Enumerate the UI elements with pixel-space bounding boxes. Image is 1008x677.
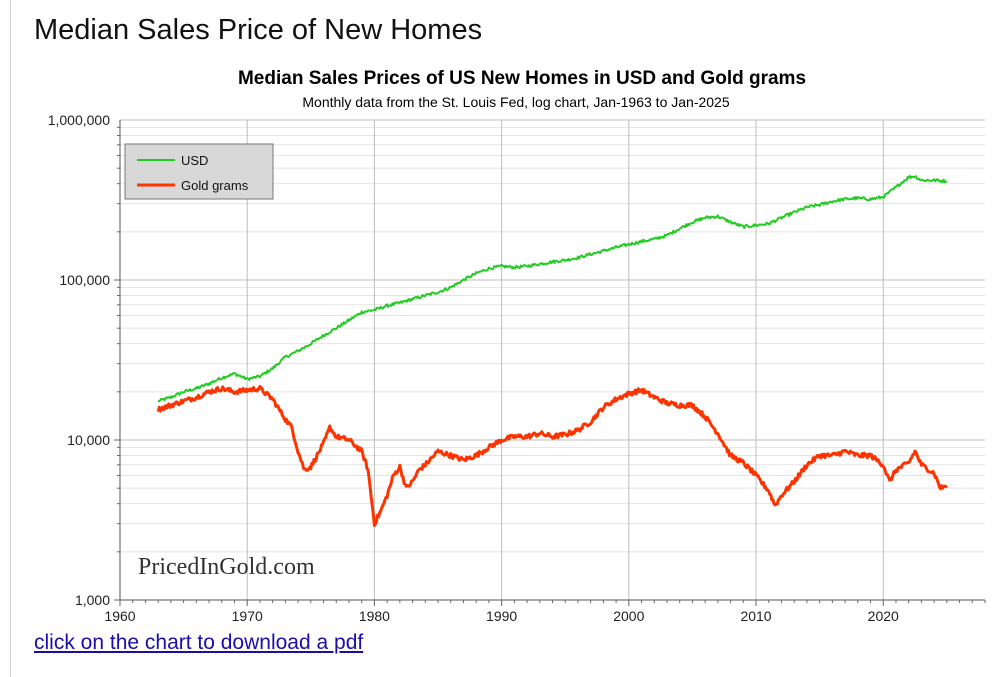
- y-tick-label: 1,000,000: [48, 112, 110, 128]
- legend: USD Gold grams: [124, 143, 274, 200]
- watermark-text: PricedInGold.com: [138, 554, 315, 580]
- series-line-usd: [157, 174, 948, 403]
- y-tick-label: 10,000: [67, 432, 110, 448]
- x-tick-label: 2020: [868, 608, 899, 624]
- page-heading: Median Sales Price of New Homes: [34, 14, 483, 46]
- x-tick-label: 1970: [232, 608, 263, 624]
- legend-box: [124, 143, 274, 200]
- chart-container[interactable]: 1,000 10,000 100,000 1,000,000 1960 1970 1980 1…: [0, 58, 1008, 633]
- left-border-rule: [10, 0, 11, 677]
- x-tick-label: 1980: [359, 608, 390, 624]
- chart-subtitle: Monthly data from the St. Louis Fed, log…: [302, 94, 729, 110]
- series-line-gold-grams: [156, 384, 948, 528]
- legend-label: USD: [181, 153, 208, 168]
- x-tick-label: 1960: [104, 608, 135, 624]
- y-tick-label: 1,000: [75, 592, 110, 608]
- tick-labels: 1,000 10,000 100,000 1,000,000 1960 1970 1980 1…: [48, 112, 899, 624]
- grid-major: [119, 119, 985, 601]
- price-chart[interactable]: 1,000 10,000 100,000 1,000,000 1960 1970 1980 1…: [0, 58, 1008, 633]
- legend-label: Gold grams: [181, 178, 249, 193]
- x-tick-label: 1990: [486, 608, 517, 624]
- x-tick-label: 2000: [613, 608, 644, 624]
- chart-title: Median Sales Prices of US New Homes in U…: [238, 68, 806, 89]
- series-layer: [156, 174, 948, 528]
- x-tick-label: 2010: [740, 608, 771, 624]
- download-pdf-link[interactable]: click on the chart to download a pdf: [34, 631, 364, 654]
- y-tick-label: 100,000: [59, 272, 110, 288]
- axes: [114, 120, 986, 606]
